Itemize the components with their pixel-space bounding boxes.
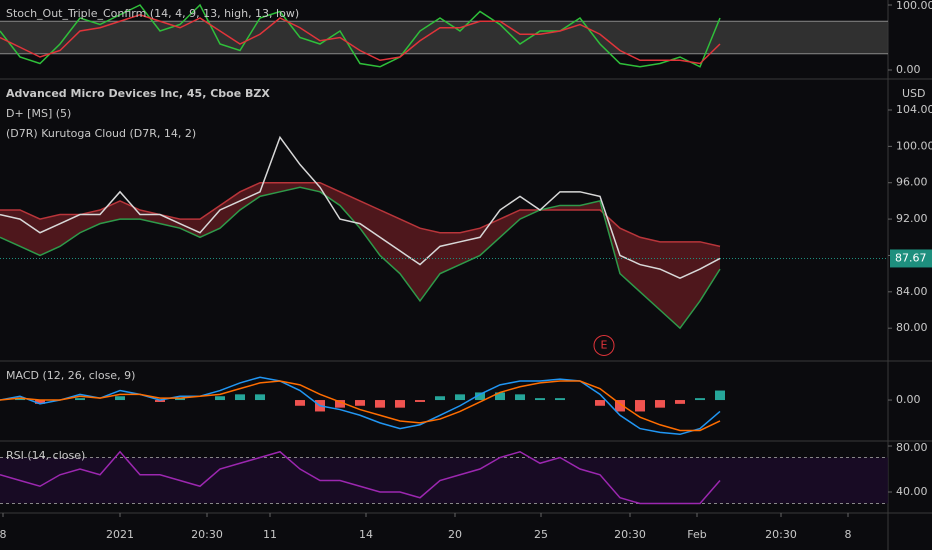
- series-line: [0, 135, 721, 280]
- histogram-bar: [175, 398, 185, 401]
- x-tick-label: 25: [534, 528, 548, 541]
- histogram-bar: [635, 400, 645, 412]
- histogram-bar: [655, 400, 665, 408]
- y-tick-label: 80.00: [896, 441, 928, 454]
- last-price-label: 87.67: [895, 251, 927, 264]
- y-tick-label: 100.00: [896, 139, 932, 152]
- y-tick-label: 96.00: [896, 176, 928, 189]
- series-line: [0, 13, 721, 65]
- histogram-bar: [155, 400, 165, 402]
- histogram-bar: [255, 394, 265, 401]
- x-tick-label: Feb: [687, 528, 706, 541]
- histogram-bar: [595, 400, 605, 406]
- x-tick-label: 2021: [106, 528, 134, 541]
- pane-title: Stoch_Out_Triple_Confirm (14, 4, 9, 13, …: [6, 7, 299, 20]
- y-tick-label: 0.00: [896, 393, 921, 406]
- histogram-bar: [695, 398, 705, 401]
- indicator-label: (D7R) Kurutoga Cloud (D7R, 14, 2): [6, 127, 196, 140]
- histogram-bar: [335, 400, 345, 408]
- histogram-bar: [455, 394, 465, 401]
- histogram-bar: [215, 396, 225, 401]
- histogram-bar: [115, 396, 125, 401]
- histogram-bar: [35, 400, 45, 404]
- y-tick-label: 104.00: [896, 103, 932, 116]
- histogram-bar: [495, 392, 505, 401]
- pane-title: Advanced Micro Devices Inc, 45, Cboe BZX: [6, 87, 270, 100]
- y-tick-label: 40.00: [896, 485, 928, 498]
- histogram-bar: [615, 400, 625, 412]
- histogram-bar: [475, 392, 485, 401]
- indicator-label: D+ [MS] (5): [6, 107, 71, 120]
- histogram-bar: [15, 398, 25, 401]
- x-tick-label: 8: [0, 528, 7, 541]
- y-tick-label: 100.00: [896, 0, 932, 12]
- histogram-bar: [295, 400, 305, 406]
- series-line: [0, 3, 721, 68]
- x-tick-label: 14: [359, 528, 373, 541]
- series-line: [0, 376, 721, 436]
- last-price-tag: [890, 249, 932, 268]
- y-tick-label: 92.00: [896, 212, 928, 225]
- histogram-bar: [515, 394, 525, 401]
- y-tick-label: 80.00: [896, 321, 928, 334]
- y-tick-label: 84.00: [896, 285, 928, 298]
- price-unit: USD: [902, 87, 926, 100]
- x-tick-label: 20:30: [765, 528, 797, 541]
- histogram-bar: [555, 398, 565, 401]
- annotation-label: E: [601, 338, 608, 351]
- histogram-bar: [715, 390, 725, 401]
- pane-title: RSI (14, close): [6, 449, 85, 462]
- x-tick-label: 20:30: [191, 528, 223, 541]
- histogram-bar: [415, 400, 425, 402]
- histogram-bar: [235, 394, 245, 401]
- indicator-band: [0, 21, 888, 54]
- histogram-bar: [675, 400, 685, 404]
- y-tick-label: 0.00: [896, 63, 921, 76]
- annotation-marker: [593, 334, 615, 356]
- series-line: [0, 380, 721, 432]
- x-tick-label: 20:30: [614, 528, 646, 541]
- cloud-upper: [0, 181, 721, 248]
- x-tick-label: 11: [263, 528, 277, 541]
- histogram-bar: [375, 400, 385, 408]
- indicator-band: [0, 457, 888, 504]
- histogram-bar: [355, 400, 365, 406]
- histogram-bar: [395, 400, 405, 408]
- series-line: [0, 450, 721, 505]
- x-tick-label: 8: [845, 528, 852, 541]
- pane-title: MACD (12, 26, close, 9): [6, 369, 135, 382]
- x-tick-label: 20: [448, 528, 462, 541]
- histogram-bar: [75, 398, 85, 401]
- histogram-bar: [535, 398, 545, 401]
- cloud-lower: [0, 186, 721, 330]
- histogram-bar: [435, 396, 445, 401]
